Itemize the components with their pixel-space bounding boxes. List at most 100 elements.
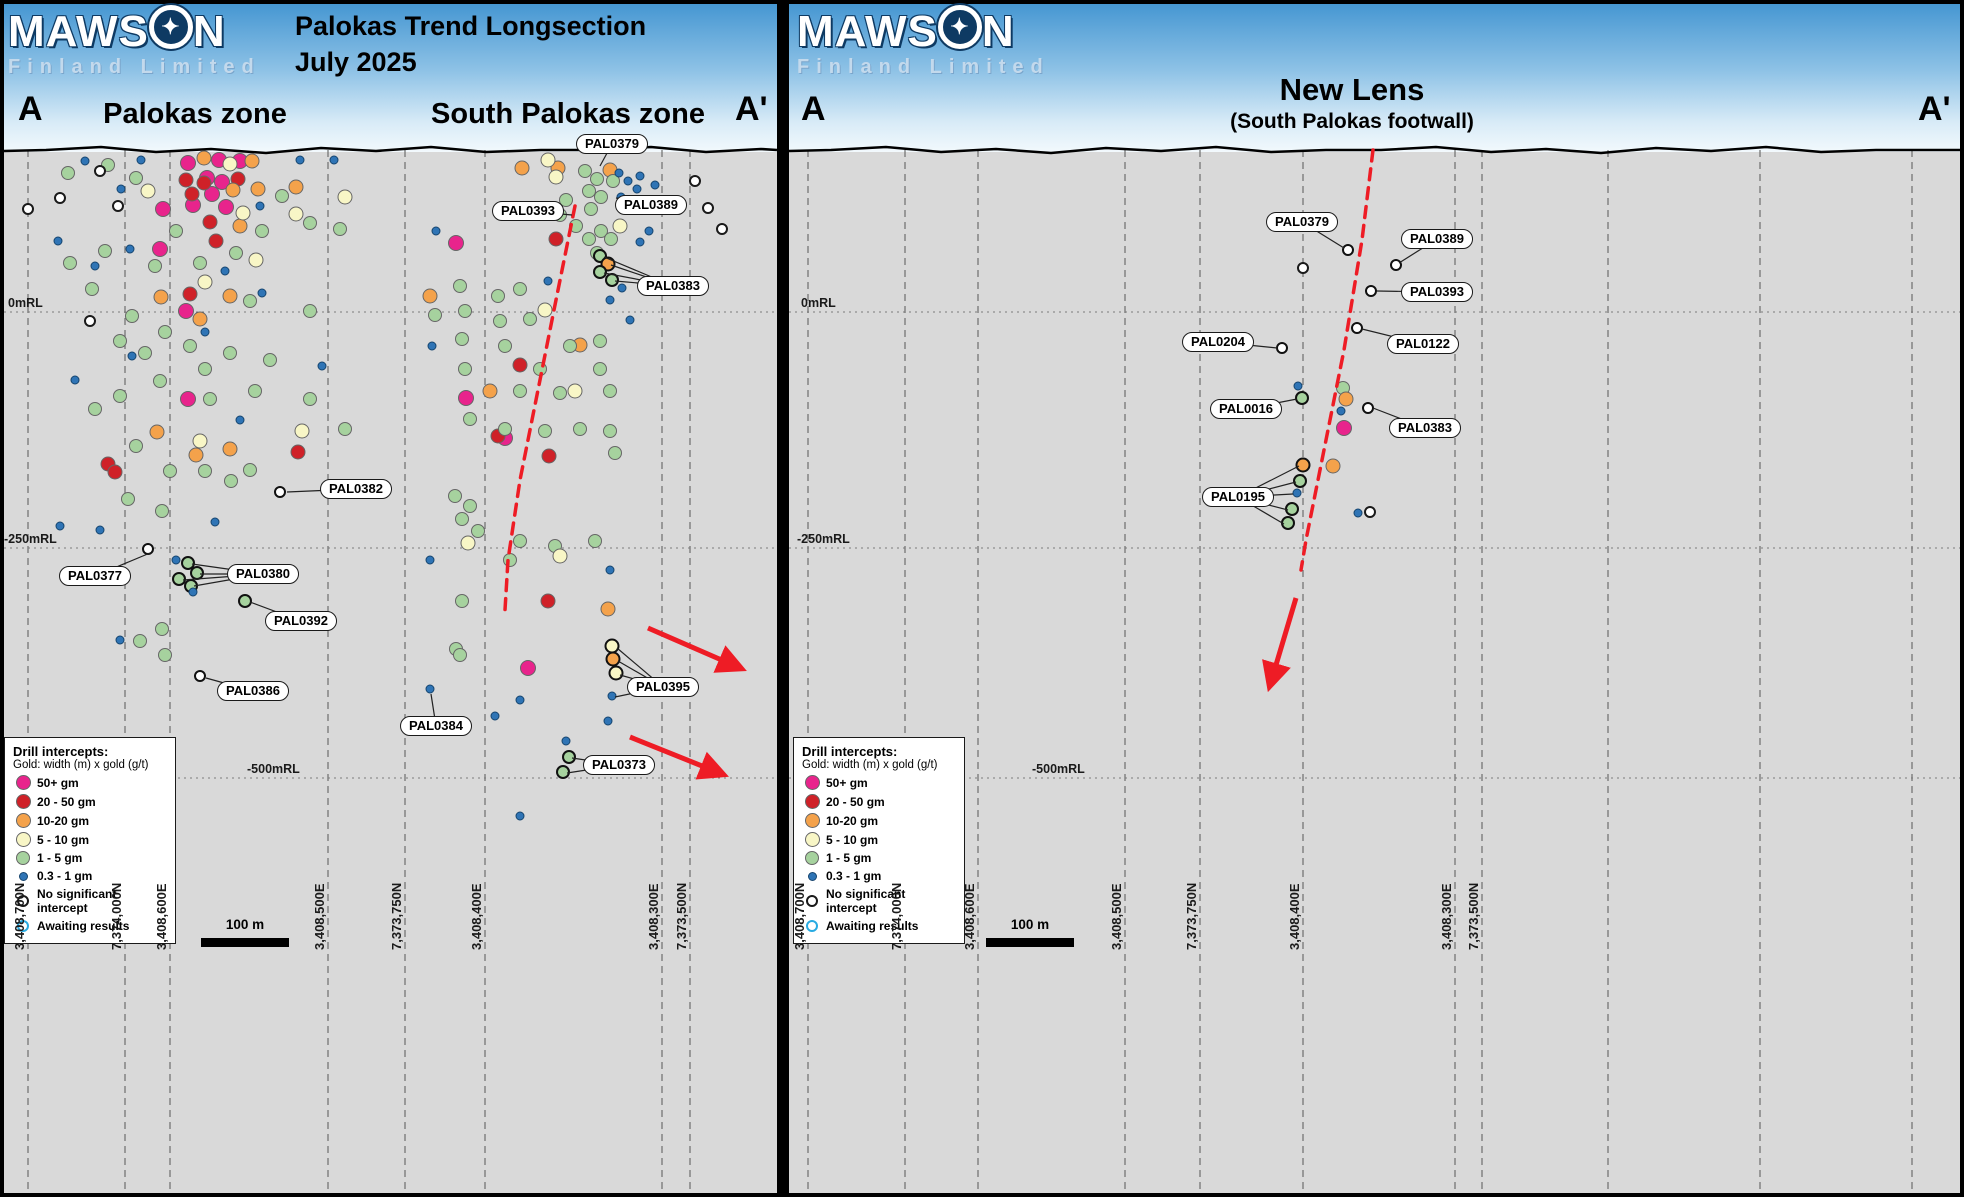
legend-item-g: 1 - 5 gm (802, 851, 956, 865)
rl-label: 0mRL (8, 296, 43, 310)
legend-swatch-r-icon (16, 794, 31, 809)
legend-swatch-n-icon (806, 895, 818, 907)
drillhole-label: PAL0380 (227, 564, 299, 584)
logo-text-b: N (193, 7, 226, 56)
scalebar-label-right: 100 m (1011, 917, 1049, 932)
drillhole-label: PAL0389 (1401, 229, 1473, 249)
logo-wordmark: MAWS N (8, 5, 261, 54)
legend-item-label: 10-20 gm (826, 814, 878, 828)
rl-label: -250mRL (4, 532, 57, 546)
drillhole-label: PAL0016 (1210, 399, 1282, 419)
coordinate-label: 3,408,600E (154, 883, 169, 950)
coordinate-label: 7,373,500N (674, 883, 689, 950)
new-lens-title: New Lens (1280, 72, 1425, 108)
legend-swatch-r-icon (805, 794, 820, 809)
logo-text-a: MAWS (797, 7, 938, 56)
legend-item-label: 50+ gm (826, 776, 868, 790)
mawson-logo-right: MAWS N Finland Limited (797, 5, 1050, 77)
legend-swatch-wrap (802, 851, 822, 865)
legend-swatch-m-icon (16, 775, 31, 790)
legend-swatch-wrap (802, 794, 822, 809)
coordinate-label: 3,408,500E (1109, 883, 1124, 950)
coordinate-label: 7,374,000N (889, 883, 904, 950)
legend-item-label: 10-20 gm (37, 814, 89, 828)
legend-item-label: 50+ gm (37, 776, 79, 790)
legend-swatch-wrap (13, 832, 33, 847)
legend-item-m: 50+ gm (802, 775, 956, 790)
coordinate-label: 7,374,000N (109, 883, 124, 950)
section-letter-aprime-right: A' (1918, 90, 1951, 129)
legend-swatch-wrap (802, 832, 822, 847)
drillhole-label: PAL0379 (576, 134, 648, 154)
rl-label: -500mRL (247, 762, 300, 776)
drillhole-label: PAL0393 (1401, 282, 1473, 302)
logo-text-a: MAWS (8, 7, 149, 56)
palokas-zone-label: Palokas zone (103, 98, 287, 131)
figure-title: Palokas Trend Longsection July 2025 (295, 8, 646, 81)
legend-item-label: Awaiting results (826, 919, 918, 933)
drillhole-label: PAL0383 (1389, 418, 1461, 438)
legend-swatch-m-icon (805, 775, 820, 790)
legend-swatch-o-icon (805, 813, 820, 828)
legend-item-y: 5 - 10 gm (13, 832, 167, 847)
legend-swatch-b-icon (808, 872, 817, 881)
legend-swatch-y-icon (16, 832, 31, 847)
logo-subtitle-right: Finland Limited (797, 57, 1050, 77)
new-lens-subtitle: (South Palokas footwall) (1230, 110, 1474, 134)
coordinate-label: 3,408,500E (312, 883, 327, 950)
coordinate-label: 7,373,500N (1466, 883, 1481, 950)
drillhole-label: PAL0386 (217, 681, 289, 701)
legend-items: 50+ gm20 - 50 gm10-20 gm5 - 10 gm1 - 5 g… (802, 775, 956, 933)
legend-swatch-wrap (802, 872, 822, 881)
scalebar-right (986, 938, 1074, 947)
legend-right: Drill intercepts: Gold: width (m) x gold… (793, 737, 965, 944)
legend-item-o: 10-20 gm (13, 813, 167, 828)
legend-left: Drill intercepts: Gold: width (m) x gold… (4, 737, 176, 944)
rl-label: -250mRL (797, 532, 850, 546)
legend-item-label: 1 - 5 gm (37, 851, 82, 865)
legend-item-label: 20 - 50 gm (37, 795, 96, 809)
legend-swatch-wrap (13, 775, 33, 790)
figure-title-line1: Palokas Trend Longsection (295, 8, 646, 44)
drillhole-label: PAL0195 (1202, 487, 1274, 507)
drillhole-label: PAL0379 (1266, 212, 1338, 232)
legend-swatch-b-icon (19, 872, 28, 881)
legend-item-r: 20 - 50 gm (802, 794, 956, 809)
legend-item-label: 5 - 10 gm (37, 833, 89, 847)
scalebar-label-left: 100 m (226, 917, 264, 932)
annotation-layer: MAWS N Finland Limited Palokas Trend Long… (0, 0, 1964, 1197)
drillhole-label: PAL0382 (320, 479, 392, 499)
drillhole-label: PAL0122 (1387, 334, 1459, 354)
coordinate-label: 3,408,700N (792, 883, 807, 950)
legend-title: Drill intercepts: (13, 744, 167, 759)
coordinate-label: 3,408,400E (469, 883, 484, 950)
drillhole-label: PAL0377 (59, 566, 131, 586)
drillhole-label: PAL0204 (1182, 332, 1254, 352)
legend-swatch-g-icon (805, 851, 819, 865)
legend-item-label: 0.3 - 1 gm (826, 869, 881, 883)
coordinate-label: 3,408,600E (962, 883, 977, 950)
coordinate-label: 3,408,400E (1287, 883, 1302, 950)
logo-wordmark-right: MAWS N (797, 5, 1050, 54)
legend-item-g: 1 - 5 gm (13, 851, 167, 865)
coordinate-label: 3,408,300E (1439, 883, 1454, 950)
drillhole-label: PAL0383 (637, 276, 709, 296)
drillhole-label: PAL0393 (492, 201, 564, 221)
legend-item-label: No significant intercept (37, 887, 167, 915)
compass-icon (938, 5, 982, 49)
section-letter-a-left: A (18, 90, 43, 129)
logo-text-b: N (982, 7, 1015, 56)
legend-item-label: 20 - 50 gm (826, 795, 885, 809)
legend-item-label: 1 - 5 gm (826, 851, 871, 865)
legend-swatch-a-icon (806, 920, 818, 932)
legend-swatch-y-icon (805, 832, 820, 847)
legend-swatch-wrap (13, 813, 33, 828)
legend-item-b: 0.3 - 1 gm (13, 869, 167, 883)
coordinate-label: 3,408,700N (12, 883, 27, 950)
drillhole-label: PAL0384 (400, 716, 472, 736)
coordinate-label: 7,373,750N (1184, 883, 1199, 950)
legend-swatch-wrap (802, 813, 822, 828)
legend-swatch-g-icon (16, 851, 30, 865)
legend-items: 50+ gm 20 - 50 gm 10-20 gm 5 - 10 gm 1 - 5 g… (13, 775, 167, 933)
legend-subtitle: Gold: width (m) x gold (g/t) (802, 759, 956, 771)
